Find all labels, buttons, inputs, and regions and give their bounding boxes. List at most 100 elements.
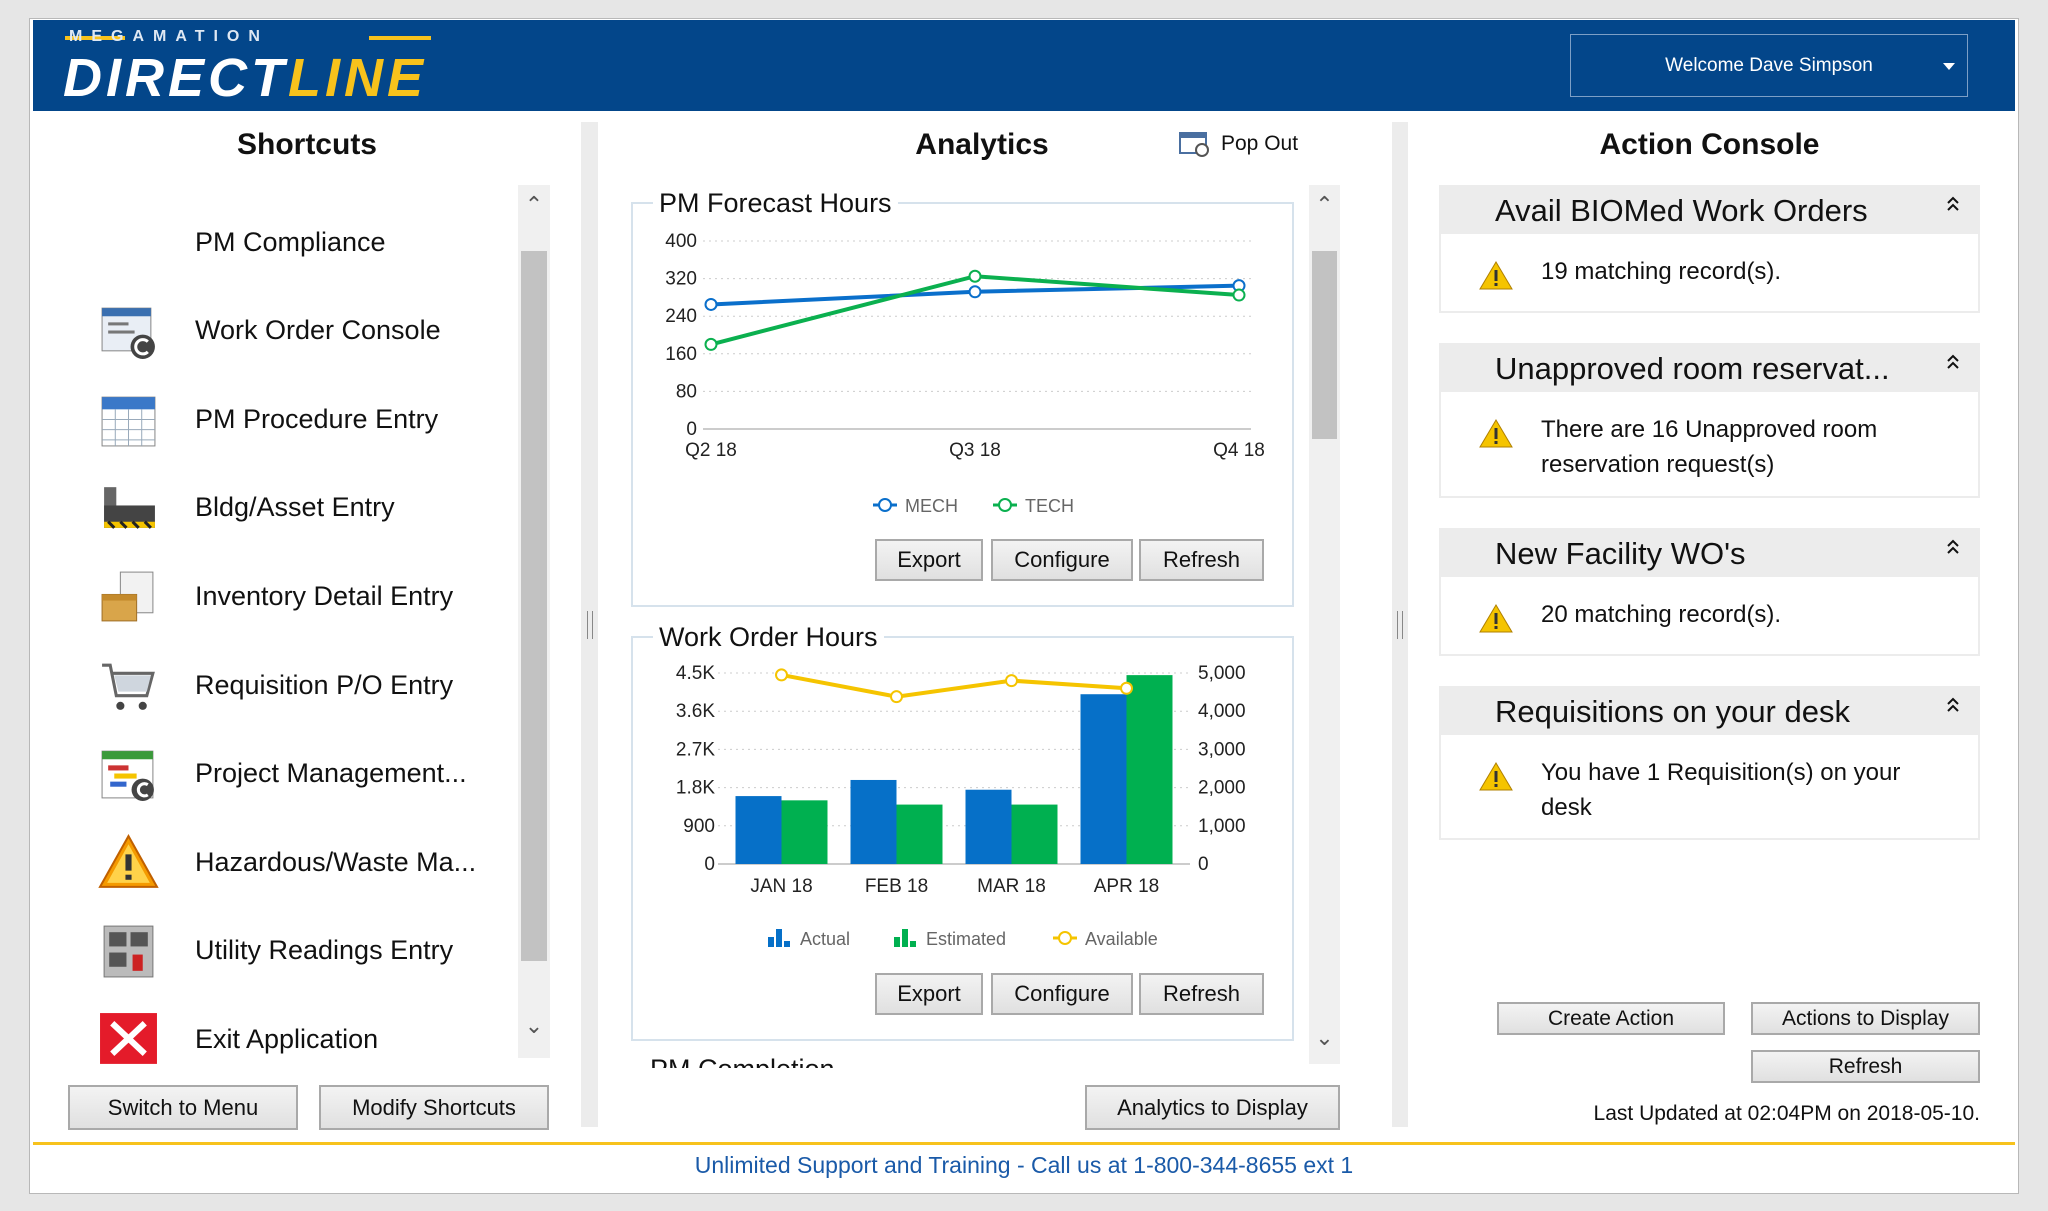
action-card-header[interactable]: New Facility WO's (1441, 530, 1978, 577)
shortcut-label: Requisition P/O Entry (195, 669, 454, 700)
pop-out-icon (1179, 132, 1209, 157)
logo-bar (369, 36, 431, 40)
action-card-title: Requisitions on your desk (1495, 693, 1850, 729)
shortcut-item[interactable]: Inventory Detail Entry (98, 561, 513, 631)
action-card: New Facility WO's 20 matching record(s). (1439, 528, 1980, 656)
work-order-hours-panel: Work Order Hours 0 0 900 1,000 1.8K 2,000 2.7K… (631, 622, 1294, 1041)
console-refresh-button[interactable]: Refresh (1751, 1050, 1980, 1083)
configure-button[interactable]: Configure (991, 539, 1133, 581)
y2-tick-label: 2,000 (1198, 778, 1246, 799)
legend-marker (784, 941, 790, 947)
x-tick-label: Q2 18 (685, 440, 737, 461)
right-splitter[interactable] (1392, 122, 1408, 1127)
pop-out-label: Pop Out (1221, 132, 1299, 155)
actions-to-display-button[interactable]: Actions to Display (1751, 1002, 1980, 1035)
action-card-header[interactable]: Requisitions on your desk (1441, 688, 1978, 735)
legend-label: TECH (1025, 496, 1074, 516)
shortcut-item[interactable]: Exit Application (98, 1004, 513, 1074)
shortcut-label: Bldg/Asset Entry (195, 492, 395, 523)
collapse-icon[interactable] (1946, 538, 1960, 556)
blank-icon (98, 212, 159, 273)
shortcut-item[interactable]: Work Order Console (98, 296, 513, 366)
shortcut-item[interactable]: PM Compliance (98, 207, 513, 277)
y-tick-label: 2.7K (676, 739, 715, 760)
data-point (1005, 674, 1018, 688)
scroll-up-icon[interactable]: ⌃ (1315, 192, 1334, 217)
scroll-down-icon[interactable]: ⌄ (1315, 1025, 1334, 1050)
bar (781, 800, 828, 864)
x-tick-label: APR 18 (1094, 876, 1159, 897)
collapse-icon[interactable] (1946, 696, 1960, 714)
analytics-title: Analytics (915, 128, 1049, 161)
shortcut-label: Inventory Detail Entry (195, 580, 454, 611)
y-tick-label: 4.5K (676, 663, 715, 684)
pm-forecast-panel: PM Forecast Hours 0 80 160 240 320 400 Q2 18 Q3… (631, 188, 1294, 607)
scroll-up-icon[interactable]: ⌃ (524, 192, 544, 217)
action-console-title: Action Console (1599, 128, 1820, 161)
analytics-scrollbar[interactable]: ⌃ ⌄ (1309, 185, 1340, 1064)
shortcut-label: Utility Readings Entry (195, 935, 454, 966)
x-tick-label: Q3 18 (949, 440, 1001, 461)
scroll-down-icon[interactable]: ⌄ (524, 1013, 544, 1038)
left-splitter[interactable] (581, 122, 598, 1127)
building-asset-icon (98, 477, 159, 538)
shortcut-item[interactable]: Requisition P/O Entry (98, 650, 513, 720)
action-card-header[interactable]: Unapproved room reservat... (1441, 345, 1978, 392)
warning-icon (1479, 762, 1513, 791)
data-point (704, 297, 718, 311)
welcome-text: Welcome Dave Simpson (1665, 54, 1873, 76)
shortcuts-scrollbar[interactable]: ⌃ ⌄ (518, 185, 550, 1058)
warning-icon (1479, 419, 1513, 448)
y-tick-label: 160 (665, 344, 697, 365)
action-card: Unapproved room reservat... There are 16 … (1439, 343, 1980, 498)
legend-marker (776, 929, 782, 947)
footer-divider (33, 1142, 2015, 1145)
shortcuts-title: Shortcuts (236, 128, 377, 161)
data-point (968, 285, 982, 299)
user-menu-dropdown[interactable]: Welcome Dave Simpson (1570, 34, 1968, 97)
legend-marker (902, 929, 908, 947)
analytics-to-display-button[interactable]: Analytics to Display (1085, 1085, 1340, 1130)
action-card-message: There are 16 Unapproved room reservation… (1541, 416, 1878, 478)
scroll-thumb[interactable] (1312, 251, 1337, 439)
shortcut-label: PM Compliance (195, 226, 386, 257)
project-gantt-icon (98, 743, 159, 804)
shortcut-item[interactable]: Hazardous/Waste Ma... (98, 827, 513, 897)
logo: DIRECTLINE (63, 50, 427, 106)
x-tick-label: MAR 18 (977, 876, 1046, 897)
legend-label: Actual (800, 929, 850, 949)
logo-direct: DIRECT (63, 48, 288, 108)
shortcut-item[interactable]: Utility Readings Entry (98, 916, 513, 986)
series-line (781, 672, 1127, 699)
warning-icon (1479, 261, 1513, 290)
chart-title: Work Order Hours (653, 622, 884, 652)
pop-out-button[interactable]: Pop Out (1179, 130, 1298, 158)
refresh-button[interactable]: Refresh (1139, 539, 1264, 581)
y-tick-label: 320 (665, 269, 697, 290)
y-tick-label: 240 (665, 306, 697, 327)
logo-bar (65, 36, 125, 40)
shopping-cart-icon (98, 655, 159, 716)
action-card: Avail BIOMed Work Orders 19 matching reco… (1439, 185, 1980, 313)
export-button[interactable]: Export (875, 539, 983, 581)
modify-shortcuts-button[interactable]: Modify Shortcuts (319, 1085, 549, 1130)
collapse-icon[interactable] (1946, 353, 1960, 371)
action-card-title: Avail BIOMed Work Orders (1495, 192, 1868, 228)
warning-icon (1479, 604, 1513, 633)
collapse-icon[interactable] (1946, 195, 1960, 213)
y-tick-label: 900 (683, 816, 715, 837)
shortcut-item[interactable]: Bldg/Asset Entry (98, 473, 513, 543)
data-point (968, 269, 982, 283)
action-card-header[interactable]: Avail BIOMed Work Orders (1441, 187, 1978, 234)
shortcut-label: Hazardous/Waste Ma... (195, 846, 477, 877)
app-header: MEGAMATION DIRECTLINE Welcome Dave Simps… (33, 20, 2015, 111)
switch-to-menu-button[interactable]: Switch to Menu (68, 1085, 298, 1130)
scroll-thumb[interactable] (521, 251, 547, 961)
export-button[interactable]: Export (875, 973, 983, 1015)
create-action-button[interactable]: Create Action (1497, 1002, 1725, 1035)
refresh-button[interactable]: Refresh (1139, 973, 1264, 1015)
shortcut-item[interactable]: PM Procedure Entry (98, 384, 513, 454)
configure-button[interactable]: Configure (991, 973, 1133, 1015)
pm-completion-title-partial: PM Completion (650, 1054, 835, 1068)
shortcut-item[interactable]: Project Management... (98, 739, 513, 809)
